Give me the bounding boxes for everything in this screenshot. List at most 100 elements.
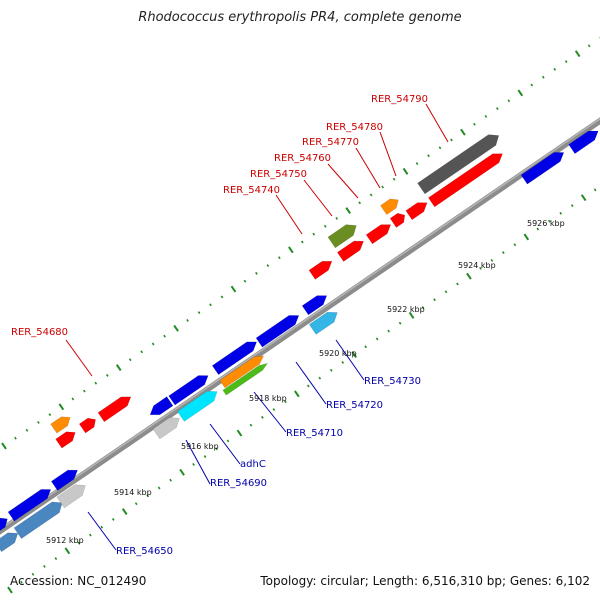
gene-feature[interactable] [427,153,503,208]
scale-tick-labels: 5912 kbp 5914 kbp 5916 kbp 5918 kbp 5920… [46,219,565,545]
gene-label[interactable]: RER_54740 [223,185,280,196]
gene-feature[interactable] [308,311,338,335]
tick-label: 5922 kbp [387,305,425,314]
gene-label[interactable]: RER_54680 [11,327,68,338]
gene-label[interactable]: RER_54730 [364,376,421,387]
leader-rer-54690 [185,439,211,485]
leader-rer-54750 [303,179,333,217]
scale-tick [496,107,499,111]
gene-label[interactable]: RER_54770 [302,137,359,148]
gene-feature[interactable] [211,341,258,376]
gene-feature[interactable] [7,489,52,522]
gene-feature[interactable] [78,417,96,434]
gene-feature[interactable] [149,396,174,416]
gene-feature[interactable] [56,484,86,509]
scale-tick [140,350,144,354]
genome-backbone-highlight [0,117,600,531]
scale-tick [306,384,310,388]
tick-label: 5924 kbp [458,261,496,270]
gene-feature[interactable] [168,375,209,406]
gene-feature[interactable] [97,396,132,423]
gene-feature[interactable] [308,260,333,280]
scale-tick [54,557,58,561]
scale-tick [381,185,384,189]
gene-label[interactable]: RER_54710 [286,428,343,439]
gene-label[interactable]: RER_54690 [210,478,267,489]
scale-tick [261,415,264,419]
gene-feature[interactable] [255,315,300,348]
scale-tick [473,122,476,126]
genome-summary-text: Topology: circular; Length: 6,516,310 bp… [260,574,590,588]
scale-tick [329,368,333,372]
scale-tick [479,266,482,270]
scale-tick [215,447,218,451]
gene-feature[interactable] [327,224,357,249]
gene-feature[interactable] [365,224,392,245]
scale-tick [111,517,115,521]
scale-tick [203,455,207,459]
gene-feature[interactable] [219,355,265,389]
gene-label[interactable]: RER_54650 [116,546,173,557]
gene-feature[interactable] [568,130,599,154]
scale-tick [146,494,150,498]
gene-label[interactable]: RER_54780 [326,122,383,133]
scale-tick [523,233,530,241]
leader-adhc [209,423,241,465]
scale-tick [444,290,448,294]
scale-tick [192,463,195,466]
gene-feature[interactable] [13,501,63,540]
scale-tick [1,442,7,450]
scale-tick [587,44,591,48]
scale-tick [513,243,517,247]
scale-tick [243,279,247,283]
scale-tick [427,154,430,158]
gene-label[interactable]: adhC [240,459,266,470]
tick-label: 5918 kbp [249,394,287,403]
gene-feature[interactable] [417,134,500,195]
scale-tick [387,329,390,333]
gene-feature[interactable] [152,417,180,440]
gene-feature[interactable] [55,431,76,449]
scale-tick [266,264,270,267]
scale-tick [402,167,409,175]
scale-tick [351,351,358,359]
gene-feature[interactable] [389,212,406,228]
scale-tick [31,572,35,576]
gene-feature[interactable] [405,202,428,221]
gene-feature[interactable] [50,416,71,434]
gene-label[interactable]: RER_54750 [250,169,307,180]
leader-rer-54760 [327,163,359,199]
gene-label[interactable]: RER_54720 [326,400,383,411]
scale-tick [197,311,201,315]
gene-feature[interactable] [520,152,565,185]
gene-feature[interactable] [0,532,19,553]
accession-text: Accession: NC_012490 [10,574,147,588]
gene-feature[interactable] [301,295,328,316]
scale-tick [536,227,540,231]
scale-tick [7,586,13,594]
scale-tick [547,219,551,223]
tick-label: 5912 kbp [46,536,84,545]
scale-tick [335,217,339,220]
scale-tick [593,188,597,192]
leader-rer-54770 [355,147,381,189]
scale-tick [288,246,294,254]
tick-label: 5916 kbp [181,442,219,451]
scale-tick [456,282,459,286]
gene-label[interactable]: RER_54760 [274,153,331,164]
scale-tick [169,478,172,482]
gene-feature[interactable] [0,517,8,534]
gene-feature[interactable] [222,362,269,396]
gene-feature[interactable] [336,240,364,262]
scale-tick [574,50,581,58]
scale-tick [559,211,563,215]
gene-feature[interactable] [50,469,78,491]
gene-feature[interactable] [177,390,218,422]
scale-tick [186,319,189,322]
scale-tick [88,533,92,537]
scale-tick [300,240,304,244]
gene-label[interactable]: RER_54790 [371,94,428,105]
gene-feature[interactable] [380,198,399,216]
inner-tick-track [7,188,597,594]
